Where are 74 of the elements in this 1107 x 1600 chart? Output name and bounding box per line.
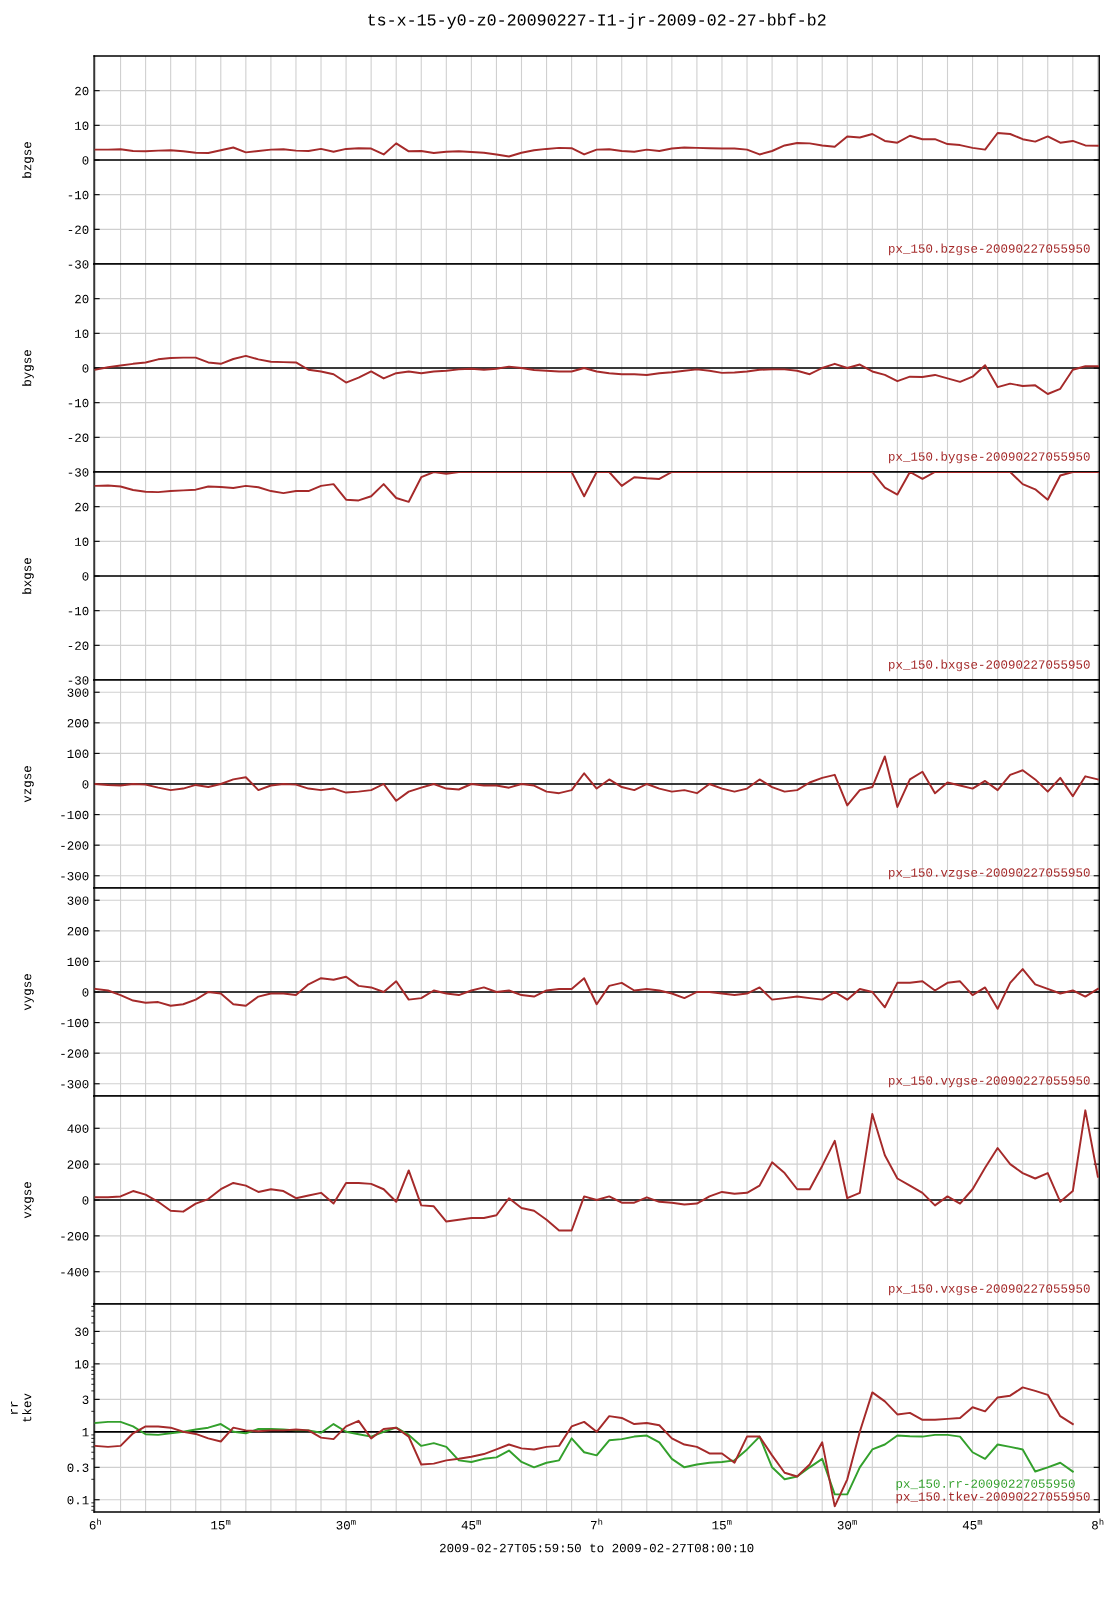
- y-axis-title: vxgse: [24, 1182, 34, 1219]
- y-tick-label: 0.3: [67, 1463, 89, 1472]
- y-tick-label: 10: [75, 537, 89, 546]
- y-tick-label: 100: [67, 957, 89, 967]
- y-tick-label: 200: [67, 1160, 89, 1169]
- y-tick-label: -100: [61, 810, 89, 820]
- y-tick-label: 0: [82, 572, 89, 581]
- y-axis-title: rr tkev: [11, 1393, 32, 1422]
- text: px_150.vzgse-20090227055950: [889, 868, 1090, 880]
- y-tick-label: 10: [75, 329, 89, 338]
- series-label: px_150.rr-20090227055950: [896, 1479, 1075, 1491]
- y-tick-label: 10: [75, 1360, 89, 1369]
- y-tick-label: -200: [61, 841, 89, 850]
- y-axis-title: vzgse: [24, 766, 34, 803]
- text: px_150.bygse-20090227055950: [889, 451, 1090, 464]
- x-tick-label: 30$^{m}$: [837, 1520, 857, 1530]
- y-axis-title: bxgse: [22, 558, 34, 594]
- line-series: [94, 968, 1099, 1010]
- x-tick-label: 6$^{h}$: [89, 1518, 101, 1530]
- y-tick-label: 0: [82, 156, 89, 165]
- x-tick-label: 45$^{m}$: [962, 1520, 983, 1530]
- y-tick-label: -10: [68, 190, 89, 200]
- chart-title: ts-x-15-y0-z0-20090227-I1-jr-2009-02-27-bbf-b2: [368, 13, 826, 29]
- y-tick-label: 30: [75, 1327, 89, 1337]
- line-series: [94, 1109, 1099, 1232]
- x-axis-title: 2009-02-27T05:59:50 to 2009-02-27T08:00:10: [440, 1543, 754, 1553]
- y-tick-label: 400: [67, 1124, 89, 1133]
- y-tick-label: 0: [82, 988, 89, 997]
- y-tick-label: -20: [68, 225, 89, 234]
- x-tick-label: 8$^{h}$: [1092, 1518, 1104, 1530]
- y-tick-label: 0: [82, 364, 89, 373]
- y-tick-label: 10: [75, 121, 89, 130]
- y-tick-label: -30: [68, 468, 89, 477]
- y-tick-label: 100: [67, 749, 89, 759]
- y-tick-label: 20: [75, 502, 89, 512]
- y-tick-label: 200: [67, 718, 89, 728]
- y-tick-label: 0: [82, 780, 89, 789]
- y-tick-label: -100: [61, 1018, 89, 1028]
- x-tick-label: 7$^{h}$: [591, 1518, 603, 1530]
- y-tick-label: 300: [67, 688, 89, 697]
- y-tick-label: -300: [61, 1079, 89, 1089]
- y-axis-title: vygse: [24, 974, 34, 1011]
- text: px_150.vygse-20090227055950: [889, 1076, 1090, 1088]
- y-tick-label: 3: [82, 1395, 89, 1405]
- y-axis-title: bygse: [22, 350, 34, 386]
- line-series: [94, 354, 1099, 395]
- y-tick-label: 300: [67, 896, 89, 905]
- text: px_150.vxgse-20090227055950: [889, 1284, 1090, 1296]
- line-series: [94, 131, 1099, 158]
- x-tick-label: 45$^{m}$: [461, 1520, 481, 1530]
- x-tick-label: 15$^{m}$: [712, 1520, 732, 1530]
- text: px_150.tkev-20090227055950: [896, 1491, 1090, 1504]
- y-axis-title: bzgse: [22, 142, 34, 178]
- y-tick-label: 200: [67, 926, 89, 936]
- y-tick-label: -200: [61, 1049, 89, 1058]
- text: px_150.bzgse-20090227055950: [889, 243, 1090, 256]
- y-tick-label: 1: [82, 1428, 89, 1437]
- y-tick-label: -10: [68, 398, 89, 408]
- y-tick-label: 0.1: [67, 1495, 89, 1505]
- y-tick-label: 0: [82, 1196, 89, 1205]
- y-tick-label: 20: [75, 86, 89, 96]
- text: px_150.bxgse-20090227055950: [889, 659, 1090, 672]
- y-tick-label: -30: [68, 676, 89, 685]
- x-tick-label: 30$^{m}$: [336, 1520, 356, 1530]
- y-tick-label: -30: [68, 260, 89, 269]
- y-tick-label: 20: [75, 294, 89, 304]
- x-tick-label: 15$^{m}$: [211, 1520, 231, 1530]
- line-series: [94, 755, 1099, 808]
- y-tick-label: -10: [68, 606, 89, 616]
- y-tick-label: -300: [61, 871, 89, 881]
- y-tick-label: -200: [61, 1232, 89, 1241]
- y-tick-label: -20: [68, 641, 89, 650]
- y-tick-label: -400: [61, 1267, 89, 1277]
- y-tick-label: -20: [68, 433, 89, 442]
